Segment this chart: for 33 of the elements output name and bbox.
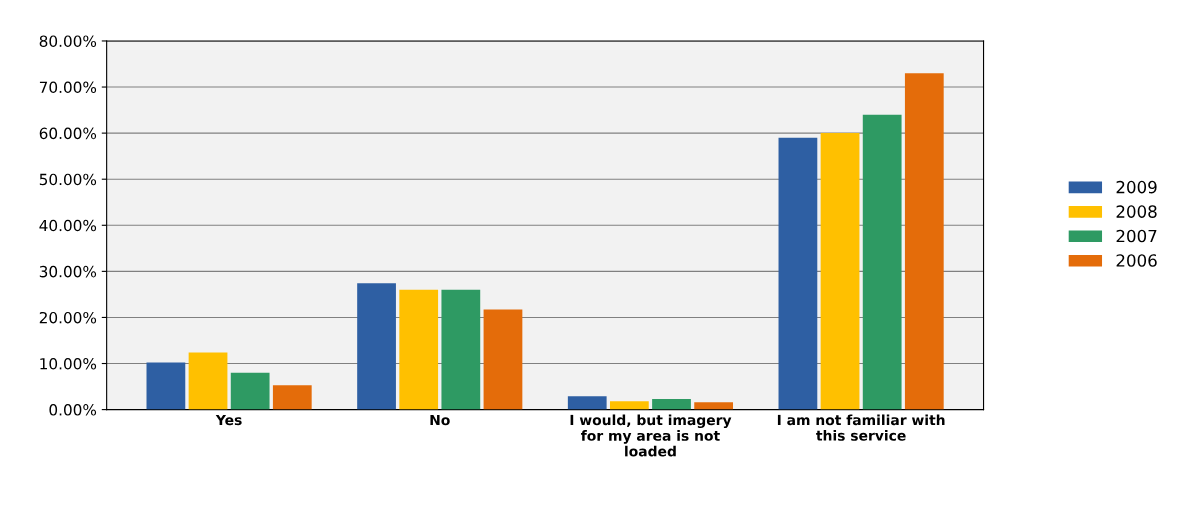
legend-label: 2009: [1116, 180, 1157, 194]
bar: [146, 362, 186, 410]
bar: [778, 137, 818, 410]
y-tick-label: 50.00%: [39, 173, 97, 186]
y-tick-label: 30.00%: [39, 265, 97, 278]
y-tick-label: 10.00%: [40, 357, 97, 370]
legend-label: 2007: [1116, 229, 1157, 243]
x-tick-label: Yes: [215, 414, 242, 426]
y-tick-label: 40.00%: [39, 219, 97, 232]
bar: [820, 133, 860, 410]
bar: [357, 283, 396, 410]
x-tick-label: I am not familiar with this service: [777, 414, 945, 441]
bar: [272, 385, 312, 410]
bar: [483, 309, 523, 410]
y-tick-label: 20.00%: [39, 311, 97, 324]
x-tick-label: I would, but imagery for my area is not loaded: [570, 414, 732, 457]
bar: [652, 399, 691, 410]
bar: [399, 289, 439, 410]
bar: [694, 402, 734, 410]
y-tick-label: 80.00%: [39, 35, 97, 47]
bar: [188, 352, 228, 410]
y-tick-label: 60.00%: [39, 127, 97, 140]
y-tick-label: 70.00%: [39, 81, 97, 94]
y-tick-label: 0.00%: [49, 404, 97, 416]
bar: [904, 73, 944, 410]
legend-label: 2006: [1116, 254, 1157, 267]
bar: [567, 396, 607, 410]
bar: [862, 114, 902, 410]
bar: [441, 289, 481, 410]
legend-label: 2008: [1116, 205, 1157, 218]
bar: [230, 372, 270, 410]
x-tick-label: No: [430, 414, 450, 426]
bar: [609, 401, 649, 410]
